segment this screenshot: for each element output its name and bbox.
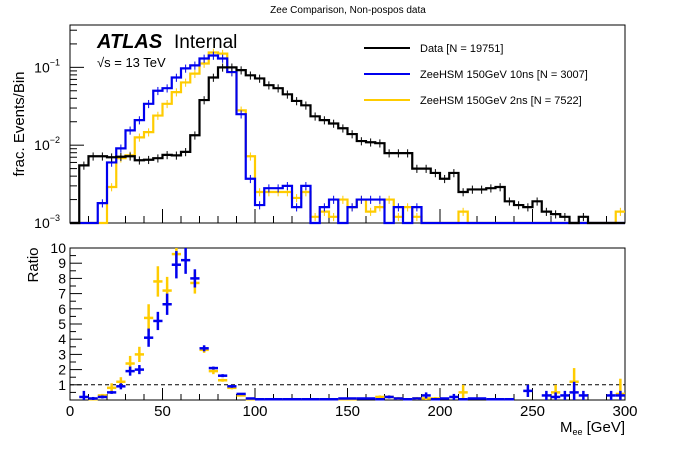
atlas-sublabel: Internal <box>174 32 237 53</box>
atlas-label: ATLAS <box>96 31 163 53</box>
ratio-y-tick-label: 9 <box>58 255 66 271</box>
ratio-y-tick-label: 6 <box>58 301 66 317</box>
x-axis-label: Mee [GeV] <box>560 419 625 437</box>
x-tick-label: 200 <box>427 403 452 420</box>
histogram-zeehsm-line <box>70 54 625 225</box>
x-tick-label: 100 <box>242 403 267 420</box>
ratio-y-axis-label: Ratio <box>25 247 42 282</box>
ratio-y-tick-label: 1 <box>58 377 66 393</box>
ratio-frame <box>69 247 626 401</box>
top-y-axis-label: frac. Events/Bin <box>11 71 28 176</box>
x-tick-label: 250 <box>520 403 545 420</box>
histogram-data-line <box>70 66 625 225</box>
legend: Data [N = 19751] ZeeHSM 150GeV 10ns [N =… <box>364 43 588 107</box>
ratio-y-tick-label: 10 <box>50 240 66 256</box>
x-tick-label: 50 <box>154 403 171 420</box>
x-tick-label: 150 <box>335 403 360 420</box>
legend-label-10ns: ZeeHSM 150GeV 10ns [N = 3007] <box>420 69 588 81</box>
x-tick-label: 300 <box>612 403 637 420</box>
figure-title: Zee Comparison, Non-pospos data <box>270 5 426 16</box>
top-panel: 10−3 10−2 10−1 frac. Events/Bin ATLAS Inte… <box>11 24 626 231</box>
energy-label: √s = 13 TeV <box>97 55 166 70</box>
ratio-points <box>79 248 625 401</box>
top-histograms <box>70 48 625 225</box>
legend-label-data: Data [N = 19751] <box>420 43 503 55</box>
legend-label-2ns: ZeeHSM 150GeV 2ns [N = 7522] <box>420 95 582 107</box>
x-tick-label: 0 <box>66 403 74 420</box>
y-tick-label: 10−3 <box>34 213 60 231</box>
ratio-y-tick-label: 7 <box>58 286 66 302</box>
ratio-y-tick-label: 8 <box>58 270 66 286</box>
ratio-y-tick-label: 5 <box>58 316 66 332</box>
y-tick-label: 10−2 <box>34 135 60 153</box>
ratio-y-tick-label: 4 <box>58 331 66 347</box>
top-y-ticks: 10−3 10−2 10−1 <box>34 29 84 231</box>
ratio-y-tick-label: 2 <box>58 362 66 378</box>
y-tick-label: 10−1 <box>34 57 60 75</box>
ratio-y-tick-label: 3 <box>58 346 66 362</box>
